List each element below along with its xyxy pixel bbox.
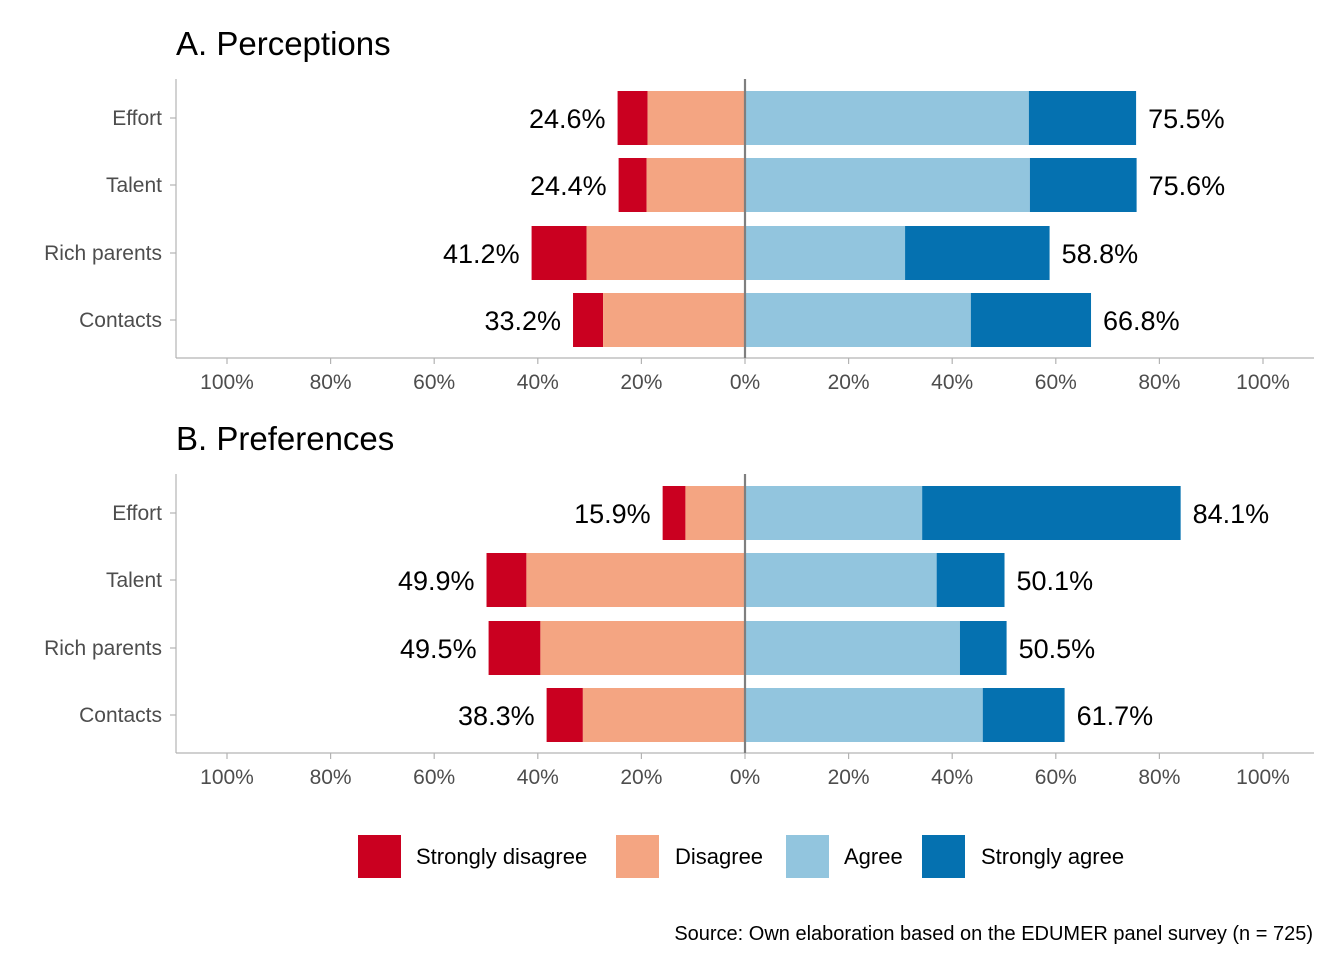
legend-swatch: [358, 835, 401, 878]
bar-strongly-disagree: [617, 91, 648, 145]
bar-agree: [745, 621, 960, 675]
bar-disagree: [540, 621, 745, 675]
x-tick-label: 0%: [730, 371, 760, 394]
bar-disagree: [646, 158, 745, 212]
panel-title: B. Preferences: [176, 420, 394, 457]
category-label: Talent: [106, 569, 162, 592]
bar-strongly-disagree: [662, 486, 686, 540]
positive-total-label: 50.1%: [1017, 566, 1094, 596]
bar-strongly-agree: [1028, 91, 1137, 145]
bar-agree: [745, 91, 1029, 145]
x-tick-label: 60%: [413, 371, 455, 394]
bar-disagree: [685, 486, 745, 540]
category-label: Rich parents: [44, 242, 162, 265]
bar-disagree: [603, 293, 745, 347]
bar-agree: [745, 688, 983, 742]
x-tick-label: 60%: [1035, 371, 1077, 394]
bar-strongly-disagree: [486, 553, 527, 607]
x-tick-label: 60%: [1035, 766, 1077, 789]
bar-strongly-disagree: [573, 293, 604, 347]
x-tick-label: 80%: [1138, 766, 1180, 789]
category-label: Talent: [106, 174, 162, 197]
x-tick-label: 20%: [620, 371, 662, 394]
negative-total-label: 24.6%: [529, 104, 606, 134]
x-tick-label: 40%: [931, 766, 973, 789]
x-tick-label: 80%: [310, 371, 352, 394]
negative-total-label: 33.2%: [484, 306, 561, 336]
x-tick-label: 100%: [1236, 371, 1290, 394]
legend-swatch: [922, 835, 965, 878]
legend-label: Strongly disagree: [416, 844, 587, 869]
negative-total-label: 49.9%: [398, 566, 475, 596]
x-tick-label: 20%: [828, 766, 870, 789]
category-label: Effort: [112, 502, 162, 525]
bar-disagree: [526, 553, 745, 607]
bar-strongly-agree: [905, 226, 1050, 280]
positive-total-label: 61.7%: [1077, 701, 1154, 731]
x-tick-label: 20%: [620, 766, 662, 789]
negative-total-label: 49.5%: [400, 634, 477, 664]
positive-total-label: 58.8%: [1062, 239, 1139, 269]
positive-total-label: 50.5%: [1019, 634, 1096, 664]
bar-strongly-agree: [922, 486, 1181, 540]
positive-total-label: 66.8%: [1103, 306, 1180, 336]
bar-strongly-agree: [1029, 158, 1137, 212]
legend-swatch: [786, 835, 829, 878]
x-tick-label: 80%: [1138, 371, 1180, 394]
bar-disagree: [582, 688, 745, 742]
positive-total-label: 84.1%: [1193, 499, 1270, 529]
x-tick-label: 20%: [828, 371, 870, 394]
panel-title: A. Perceptions: [176, 25, 391, 62]
category-label: Rich parents: [44, 637, 162, 660]
bar-agree: [745, 486, 923, 540]
category-label: Contacts: [79, 309, 162, 332]
legend: Strongly disagree Disagree Agree Strongly a…: [358, 835, 1124, 878]
bar-agree: [745, 293, 971, 347]
caption: Source: Own elaboration based on the EDU…: [674, 923, 1313, 945]
panel-preferences: B. Preferences 100% 80% 60% 40% 20% 0% 20% 40% 6…: [44, 420, 1314, 789]
bar-strongly-agree: [936, 553, 1005, 607]
x-tick-label: 40%: [931, 371, 973, 394]
legend-label: Strongly agree: [981, 844, 1124, 869]
negative-total-label: 24.4%: [530, 171, 607, 201]
legend-swatch: [616, 835, 659, 878]
bar-strongly-disagree: [531, 226, 587, 280]
bar-strongly-disagree: [488, 621, 541, 675]
bar-strongly-agree: [982, 688, 1065, 742]
legend-label: Disagree: [675, 844, 763, 869]
negative-total-label: 38.3%: [458, 701, 535, 731]
bar-agree: [745, 158, 1030, 212]
bar-disagree: [647, 91, 745, 145]
x-tick-label: 0%: [730, 766, 760, 789]
panel-perceptions: A. Perceptions 100% 80% 60% 40% 20% 0% 20% 40% 6…: [44, 25, 1314, 394]
positive-total-label: 75.6%: [1149, 171, 1226, 201]
bar-disagree: [586, 226, 745, 280]
category-label: Contacts: [79, 704, 162, 727]
x-tick-label: 40%: [517, 371, 559, 394]
x-tick-label: 100%: [200, 766, 254, 789]
bar-agree: [745, 553, 937, 607]
positive-total-label: 75.5%: [1148, 104, 1225, 134]
category-label: Effort: [112, 107, 162, 130]
legend-label: Agree: [844, 844, 903, 869]
x-tick-label: 100%: [1236, 766, 1290, 789]
x-tick-label: 40%: [517, 766, 559, 789]
negative-total-label: 41.2%: [443, 239, 520, 269]
bar-strongly-agree: [959, 621, 1007, 675]
bar-strongly-disagree: [618, 158, 647, 212]
bar-strongly-agree: [970, 293, 1092, 347]
bar-agree: [745, 226, 906, 280]
x-tick-label: 80%: [310, 766, 352, 789]
x-tick-label: 60%: [413, 766, 455, 789]
negative-total-label: 15.9%: [574, 499, 651, 529]
x-tick-label: 100%: [200, 371, 254, 394]
bar-strongly-disagree: [546, 688, 583, 742]
